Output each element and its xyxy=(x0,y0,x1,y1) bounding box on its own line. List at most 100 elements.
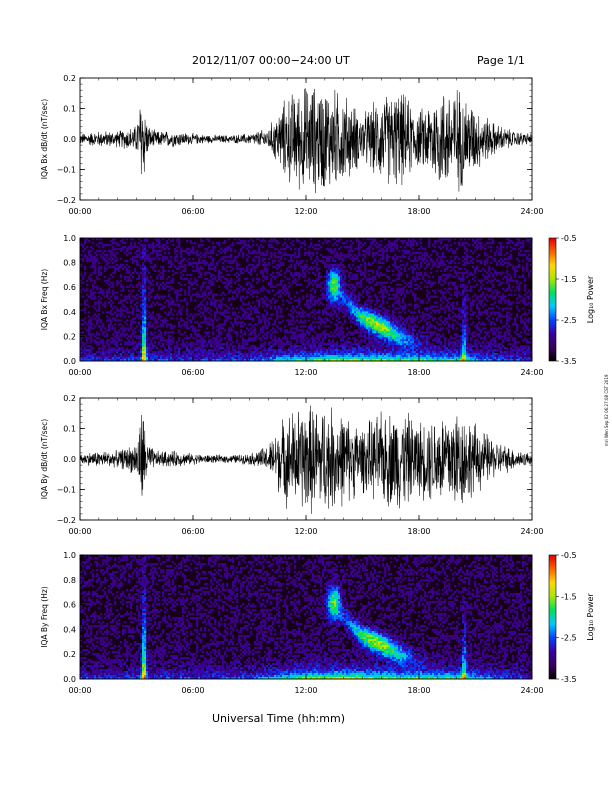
spectrogram-cell xyxy=(274,349,277,352)
spectrogram-cell xyxy=(316,341,319,344)
spectrogram-cell xyxy=(328,303,331,306)
spectrogram-cell xyxy=(154,269,157,273)
spectrogram-cell xyxy=(376,283,379,286)
spectrogram-cell xyxy=(326,259,329,263)
spectrogram-cell xyxy=(314,353,317,356)
spectrogram-cell xyxy=(132,333,135,336)
spectrogram-cell xyxy=(182,257,185,261)
spectrogram-cell xyxy=(184,265,187,269)
spectrogram-cell xyxy=(210,353,213,356)
spectrogram-cell xyxy=(348,305,351,308)
spectrogram-cell xyxy=(352,347,355,350)
spectrogram-cell xyxy=(376,313,379,316)
spectrogram-cell xyxy=(382,329,385,332)
spectrogram-cell xyxy=(156,243,159,247)
spectrogram-cell xyxy=(340,307,343,310)
spectrogram-cell xyxy=(364,303,367,306)
spectrogram-cell xyxy=(342,323,345,326)
spectrogram-cell xyxy=(374,277,377,280)
spectrogram-cell xyxy=(172,277,175,280)
spectrogram-cell xyxy=(334,273,337,276)
spectrogram-cell xyxy=(146,345,149,348)
spectrogram-cell xyxy=(334,347,337,350)
spectrogram-cell xyxy=(238,315,241,318)
spectrogram-cell xyxy=(328,299,331,302)
spectrogram-cell xyxy=(370,243,373,247)
spectrogram-cell xyxy=(104,275,107,278)
spectrogram-cell xyxy=(164,347,167,350)
spectrogram-cell xyxy=(140,333,143,336)
spectrogram-cell xyxy=(364,337,367,340)
spectrogram-cell xyxy=(90,253,93,257)
spectrogram-cell xyxy=(316,359,319,362)
spectrogram-cell xyxy=(292,349,295,352)
spectrogram-cell xyxy=(368,261,371,265)
spectrogram-cell xyxy=(314,357,317,360)
spectrogram-cell xyxy=(258,353,261,356)
spectrogram-cell xyxy=(330,273,333,276)
spectrogram-cell xyxy=(156,283,159,286)
spectrogram-cell xyxy=(262,259,265,263)
spectrogram-cell xyxy=(98,267,101,271)
spectrogram-cell xyxy=(228,329,231,332)
spectrogram-cell xyxy=(102,341,105,344)
spectrogram-cell xyxy=(204,273,207,276)
spectrogram-cell xyxy=(294,295,297,298)
spectrogram-cell xyxy=(284,329,287,332)
spectrogram-cell xyxy=(154,351,157,354)
spectrogram-cell xyxy=(212,321,215,324)
spectrogram-cell xyxy=(104,359,107,362)
spectrogram-cell xyxy=(162,247,165,251)
spectrogram-cell xyxy=(300,337,303,340)
spectrogram-cell xyxy=(198,261,201,265)
spectrogram-cell xyxy=(304,345,307,348)
spectrogram-cell xyxy=(232,241,235,245)
spectrogram-cell xyxy=(170,349,173,352)
spectrogram-cell xyxy=(268,263,271,267)
spectrogram-cell xyxy=(314,325,317,328)
spectrogram-cell xyxy=(238,241,241,245)
spectrogram-cell xyxy=(162,305,165,308)
spectrogram-cell xyxy=(116,345,119,348)
spectrogram-cell xyxy=(264,319,267,322)
spectrogram-cell xyxy=(328,257,331,261)
spectrogram-cell xyxy=(152,243,155,247)
spectrogram-cell xyxy=(360,349,363,352)
spectrogram-cell xyxy=(234,238,237,241)
spectrogram-cell xyxy=(98,238,101,241)
spectrogram-cell xyxy=(378,337,381,340)
spectrogram-cell xyxy=(338,333,341,336)
spectrogram-cell xyxy=(274,307,277,310)
spectrogram-cell xyxy=(198,359,201,362)
spectrogram-cell xyxy=(118,309,121,312)
spectrogram-cell xyxy=(288,351,291,354)
spectrogram-cell xyxy=(318,267,321,271)
spectrogram-cell xyxy=(162,351,165,354)
spectrogram-cell xyxy=(374,327,377,330)
spectrogram-cell xyxy=(226,357,229,360)
spectrogram-cell xyxy=(334,287,337,290)
spectrogram-cell xyxy=(384,289,387,292)
spectrogram-cell xyxy=(364,315,367,318)
spectrogram-cell xyxy=(260,351,263,354)
spectrogram-cell xyxy=(170,303,173,306)
spectrogram-cell xyxy=(360,273,363,276)
spectrogram-cell xyxy=(270,279,273,282)
spectrogram-cell xyxy=(320,343,323,346)
spectrogram-cell xyxy=(178,293,181,296)
spectrogram-cell xyxy=(140,283,143,286)
spectrogram-cell xyxy=(116,337,119,340)
spectrogram-cell xyxy=(354,311,357,314)
spectrogram-cell xyxy=(106,291,109,294)
spectrogram-cell xyxy=(352,259,355,263)
spectrogram-cell xyxy=(194,251,197,255)
spectrogram-cell xyxy=(160,315,163,318)
spectrogram-cell xyxy=(132,255,135,259)
spectrogram-cell xyxy=(274,351,277,354)
spectrogram-cell xyxy=(148,297,151,300)
spectrogram-cell xyxy=(188,253,191,257)
spectrogram-cell xyxy=(232,261,235,265)
spectrogram-cell xyxy=(116,309,119,312)
spectrogram-cell xyxy=(146,335,149,338)
